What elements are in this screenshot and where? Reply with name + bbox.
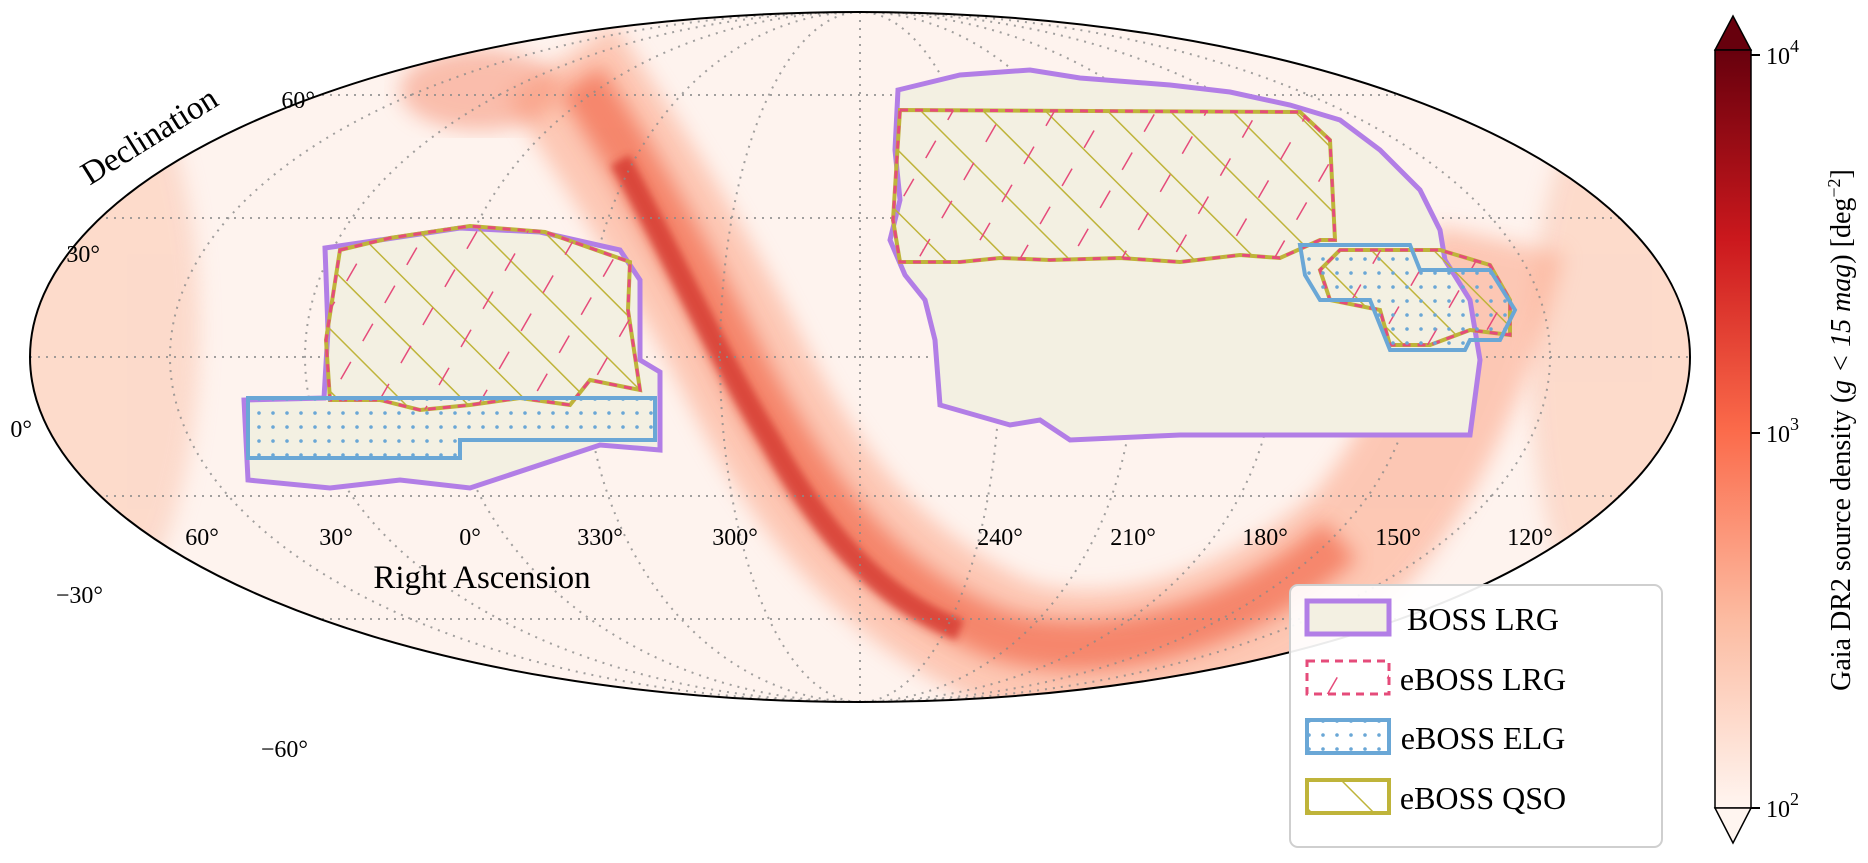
legend-label: eBOSS ELG — [1401, 720, 1565, 756]
ra-tick: 210° — [1110, 525, 1156, 551]
ra-tick: 330° — [577, 525, 623, 551]
colorbar-extend-top — [1713, 14, 1753, 51]
legend-item-eboss-qso: eBOSS QSO — [1305, 778, 1566, 816]
legend-item-boss-lrg: BOSS LRG — [1304, 598, 1559, 637]
ra-tick: 120° — [1507, 525, 1553, 551]
legend-swatch — [1304, 598, 1392, 637]
ra-tick: 240° — [977, 525, 1023, 551]
dec-tick: −60° — [261, 737, 308, 763]
colorbar-label: Gaia DR2 source density (g < 15 mag) [de… — [1824, 169, 1857, 691]
ra-tick: 30° — [319, 525, 353, 551]
ra-tick: 300° — [712, 525, 758, 551]
legend-item-eboss-lrg: eBOSS LRG — [1305, 659, 1566, 697]
colorbar-extend-bottom — [1713, 807, 1753, 845]
legend-label: BOSS LRG — [1407, 601, 1559, 637]
dec-tick: 60° — [281, 88, 315, 114]
dec-tick-labels: 60° 30° 0° −30° −60° — [10, 88, 315, 763]
colorbar-tick-mid: 103 — [1766, 414, 1799, 448]
dec-tick: 0° — [10, 417, 32, 443]
colorbar-tick-max: 104 — [1766, 36, 1799, 70]
legend: BOSS LRG eBOSS LRG eBOSS ELG eBOSS QSO — [1289, 584, 1663, 848]
x-axis-title: Right Ascension — [373, 560, 590, 596]
legend-swatch — [1305, 718, 1391, 755]
legend-swatch — [1305, 778, 1391, 815]
legend-item-eboss-elg: eBOSS ELG — [1305, 718, 1565, 756]
dec-tick: −30° — [56, 583, 103, 609]
legend-swatch — [1305, 659, 1391, 696]
legend-label: eBOSS LRG — [1400, 661, 1566, 697]
ra-tick: 150° — [1375, 525, 1421, 551]
footprint-ngc — [887, 67, 1518, 443]
ra-tick-labels: 60° 30° 0° 330° 300° 240° 210° 180° 150°… — [185, 525, 1553, 551]
ra-tick: 60° — [185, 525, 219, 551]
footprint-sgc — [241, 223, 663, 491]
ra-tick: 0° — [459, 525, 481, 551]
map-boundary — [29, 11, 1691, 703]
dec-tick: 30° — [66, 242, 100, 268]
colorbar-tick-min: 102 — [1766, 789, 1799, 823]
colorbar: 104 103 102 Gaia DR2 source density (g <… — [1713, 14, 1857, 845]
ra-tick: 180° — [1242, 525, 1288, 551]
legend-label: eBOSS QSO — [1400, 780, 1566, 816]
colorbar-gradient — [1714, 49, 1752, 809]
